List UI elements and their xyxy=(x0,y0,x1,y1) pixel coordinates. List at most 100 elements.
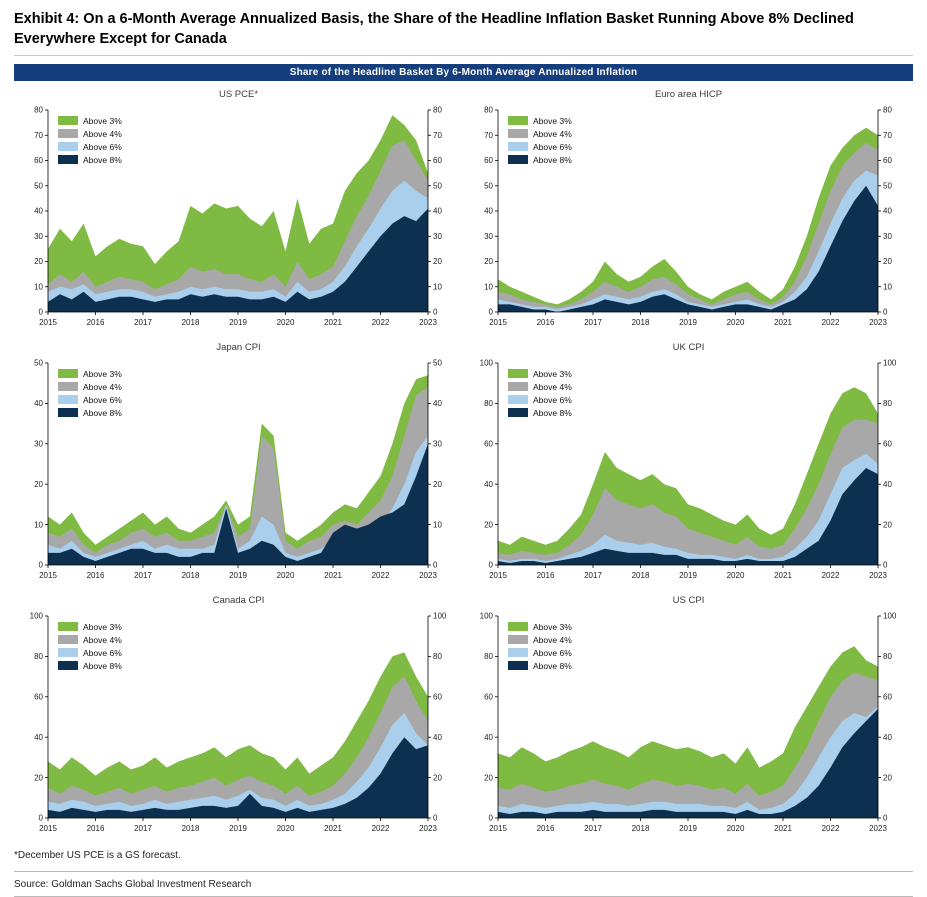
svg-text:50: 50 xyxy=(484,182,493,191)
svg-text:2019: 2019 xyxy=(679,824,697,833)
svg-text:2016: 2016 xyxy=(537,824,555,833)
svg-text:2021: 2021 xyxy=(774,824,792,833)
svg-text:40: 40 xyxy=(883,733,892,742)
svg-text:60: 60 xyxy=(883,440,892,449)
svg-text:10: 10 xyxy=(433,520,442,529)
svg-text:2021: 2021 xyxy=(324,318,342,327)
svg-text:2019: 2019 xyxy=(679,571,697,580)
svg-text:100: 100 xyxy=(883,612,897,621)
svg-text:2017: 2017 xyxy=(134,571,152,580)
svg-text:Above 6%: Above 6% xyxy=(533,142,572,152)
svg-text:70: 70 xyxy=(34,131,43,140)
svg-text:Above 3%: Above 3% xyxy=(533,369,572,379)
svg-text:100: 100 xyxy=(433,612,447,621)
svg-text:20: 20 xyxy=(883,520,892,529)
svg-text:2016: 2016 xyxy=(87,318,105,327)
svg-text:50: 50 xyxy=(34,182,43,191)
svg-text:0: 0 xyxy=(433,308,438,317)
svg-text:2015: 2015 xyxy=(39,824,57,833)
svg-text:2018: 2018 xyxy=(632,318,650,327)
svg-text:Above 6%: Above 6% xyxy=(533,395,572,405)
svg-text:0: 0 xyxy=(433,561,438,570)
chart-japan-cpi: 0 0 10 10 20 20 30 30 40 40 50 50 2015 2016 2017 2018 20… xyxy=(14,355,462,591)
svg-text:0: 0 xyxy=(883,814,888,823)
svg-text:20: 20 xyxy=(34,257,43,266)
svg-text:40: 40 xyxy=(883,480,892,489)
chart-cell: US CPI 0 0 20 20 40 40 60 60 80 80 100 100 2015 2016 2… xyxy=(464,593,913,844)
svg-text:0: 0 xyxy=(39,814,44,823)
svg-text:Above 8%: Above 8% xyxy=(83,155,122,165)
svg-text:40: 40 xyxy=(484,733,493,742)
svg-text:2022: 2022 xyxy=(822,824,840,833)
svg-text:2023: 2023 xyxy=(419,571,437,580)
svg-text:80: 80 xyxy=(433,106,442,115)
svg-text:2018: 2018 xyxy=(182,318,200,327)
svg-text:60: 60 xyxy=(484,440,493,449)
svg-text:Above 4%: Above 4% xyxy=(83,129,122,139)
svg-text:0: 0 xyxy=(489,308,494,317)
svg-text:20: 20 xyxy=(433,257,442,266)
svg-text:2023: 2023 xyxy=(419,318,437,327)
svg-text:2020: 2020 xyxy=(277,824,295,833)
banner-title: Share of the Headline Basket By 6-Month … xyxy=(14,64,913,82)
svg-text:2021: 2021 xyxy=(774,318,792,327)
svg-text:20: 20 xyxy=(883,257,892,266)
svg-text:60: 60 xyxy=(883,693,892,702)
svg-text:30: 30 xyxy=(433,232,442,241)
svg-text:Above 8%: Above 8% xyxy=(533,155,572,165)
svg-text:100: 100 xyxy=(480,612,494,621)
svg-text:70: 70 xyxy=(883,131,892,140)
svg-text:30: 30 xyxy=(484,232,493,241)
svg-text:2018: 2018 xyxy=(632,571,650,580)
svg-text:2020: 2020 xyxy=(277,571,295,580)
svg-text:80: 80 xyxy=(433,652,442,661)
svg-text:2015: 2015 xyxy=(489,571,507,580)
svg-text:10: 10 xyxy=(34,520,43,529)
source-line: Source: Goldman Sachs Global Investment … xyxy=(14,879,252,891)
svg-text:50: 50 xyxy=(433,182,442,191)
svg-text:Above 4%: Above 4% xyxy=(533,635,572,645)
svg-text:40: 40 xyxy=(883,207,892,216)
svg-text:80: 80 xyxy=(883,106,892,115)
svg-text:2023: 2023 xyxy=(869,571,887,580)
svg-text:Above 3%: Above 3% xyxy=(533,116,572,126)
svg-text:0: 0 xyxy=(39,308,44,317)
svg-text:10: 10 xyxy=(34,283,43,292)
svg-text:2018: 2018 xyxy=(182,571,200,580)
svg-text:2023: 2023 xyxy=(869,318,887,327)
svg-text:60: 60 xyxy=(883,156,892,165)
source-divider xyxy=(14,871,913,873)
svg-text:2019: 2019 xyxy=(229,571,247,580)
svg-text:2023: 2023 xyxy=(869,824,887,833)
svg-text:Above 4%: Above 4% xyxy=(533,129,572,139)
svg-text:40: 40 xyxy=(34,399,43,408)
chart-title: UK CPI xyxy=(672,342,705,354)
title-divider xyxy=(14,55,913,57)
svg-text:30: 30 xyxy=(883,232,892,241)
svg-text:2022: 2022 xyxy=(822,571,840,580)
svg-text:60: 60 xyxy=(433,693,442,702)
svg-text:Above 8%: Above 8% xyxy=(83,661,122,671)
svg-text:40: 40 xyxy=(34,733,43,742)
chart-canada-cpi: 0 0 20 20 40 40 60 60 80 80 100 100 2015 2016 2017 2018… xyxy=(14,608,462,844)
svg-text:20: 20 xyxy=(34,773,43,782)
svg-text:40: 40 xyxy=(484,480,493,489)
charts-grid: US PCE* 0 0 10 10 20 20 30 30 40 40 50 50 60 60 70 70 80… xyxy=(14,87,913,844)
svg-text:2020: 2020 xyxy=(727,824,745,833)
svg-text:2018: 2018 xyxy=(632,824,650,833)
svg-text:30: 30 xyxy=(433,440,442,449)
svg-text:30: 30 xyxy=(34,440,43,449)
svg-text:0: 0 xyxy=(433,814,438,823)
svg-text:Above 3%: Above 3% xyxy=(83,369,122,379)
svg-text:30: 30 xyxy=(34,232,43,241)
svg-text:80: 80 xyxy=(34,106,43,115)
footnote: *December US PCE is a GS forecast. xyxy=(14,850,181,862)
svg-text:Above 3%: Above 3% xyxy=(83,622,122,632)
svg-text:Above 6%: Above 6% xyxy=(83,395,122,405)
svg-text:2019: 2019 xyxy=(229,824,247,833)
svg-text:2016: 2016 xyxy=(537,571,555,580)
svg-text:2017: 2017 xyxy=(584,318,602,327)
svg-text:2020: 2020 xyxy=(277,318,295,327)
svg-text:100: 100 xyxy=(30,612,44,621)
svg-text:2022: 2022 xyxy=(372,824,390,833)
